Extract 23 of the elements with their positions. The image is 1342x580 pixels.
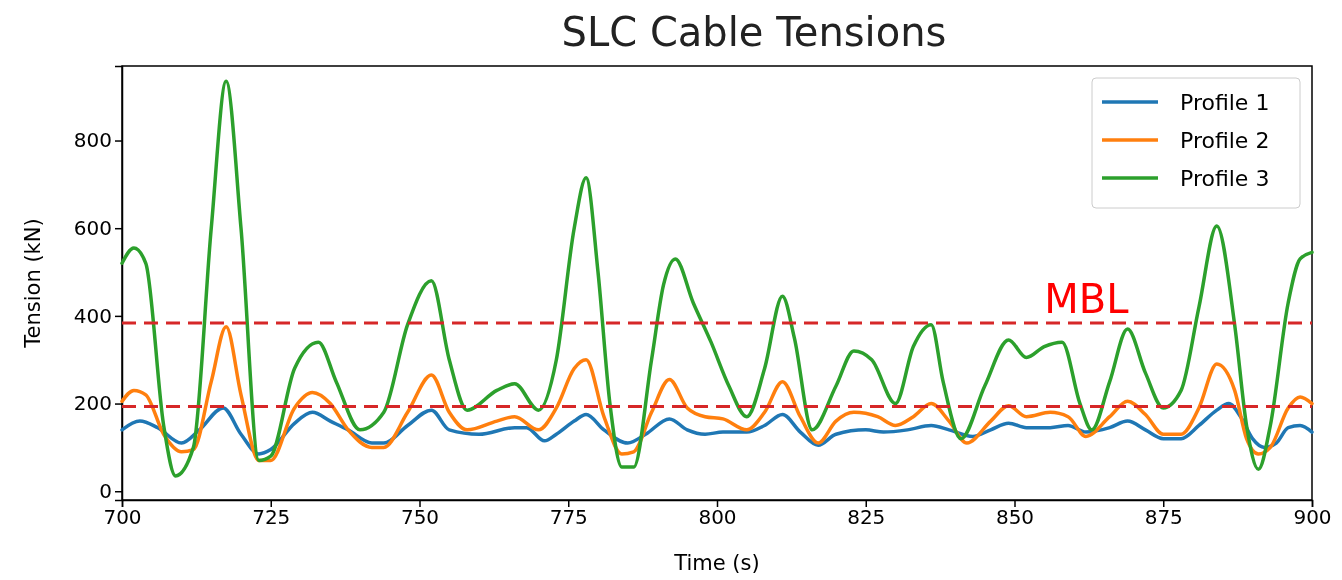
x-tick-label: 850 <box>995 505 1035 530</box>
x-tick-label: 750 <box>400 505 440 530</box>
legend-label: Profile 2 <box>1180 128 1270 153</box>
y-tick-label: 600 <box>73 216 112 241</box>
x-tick-label: 825 <box>847 505 886 530</box>
x-tick-label: 775 <box>549 505 588 530</box>
line-series <box>120 79 1314 478</box>
y-axis-title: Tension (kN) <box>21 218 45 349</box>
y-tick-label: 200 <box>73 391 112 416</box>
legend-label: Profile 3 <box>1180 166 1270 191</box>
x-tick-label: 800 <box>698 505 737 530</box>
x-tick-label: 900 <box>1293 505 1332 530</box>
chart-title: SLC Cable Tensions <box>561 9 947 55</box>
x-tick-label: 700 <box>103 505 142 530</box>
ref-line-label: MBL <box>1044 275 1130 322</box>
x-axis-title: Time (s) <box>673 551 760 575</box>
line-series <box>120 325 1314 463</box>
x-tick-label: 875 <box>1144 505 1183 530</box>
y-tick-label: 400 <box>73 303 112 328</box>
y-tick-label: 0 <box>99 479 112 504</box>
x-tick-label: 725 <box>252 505 291 530</box>
y-tick-label: 800 <box>73 128 112 153</box>
legend-label: Profile 1 <box>1180 90 1270 115</box>
